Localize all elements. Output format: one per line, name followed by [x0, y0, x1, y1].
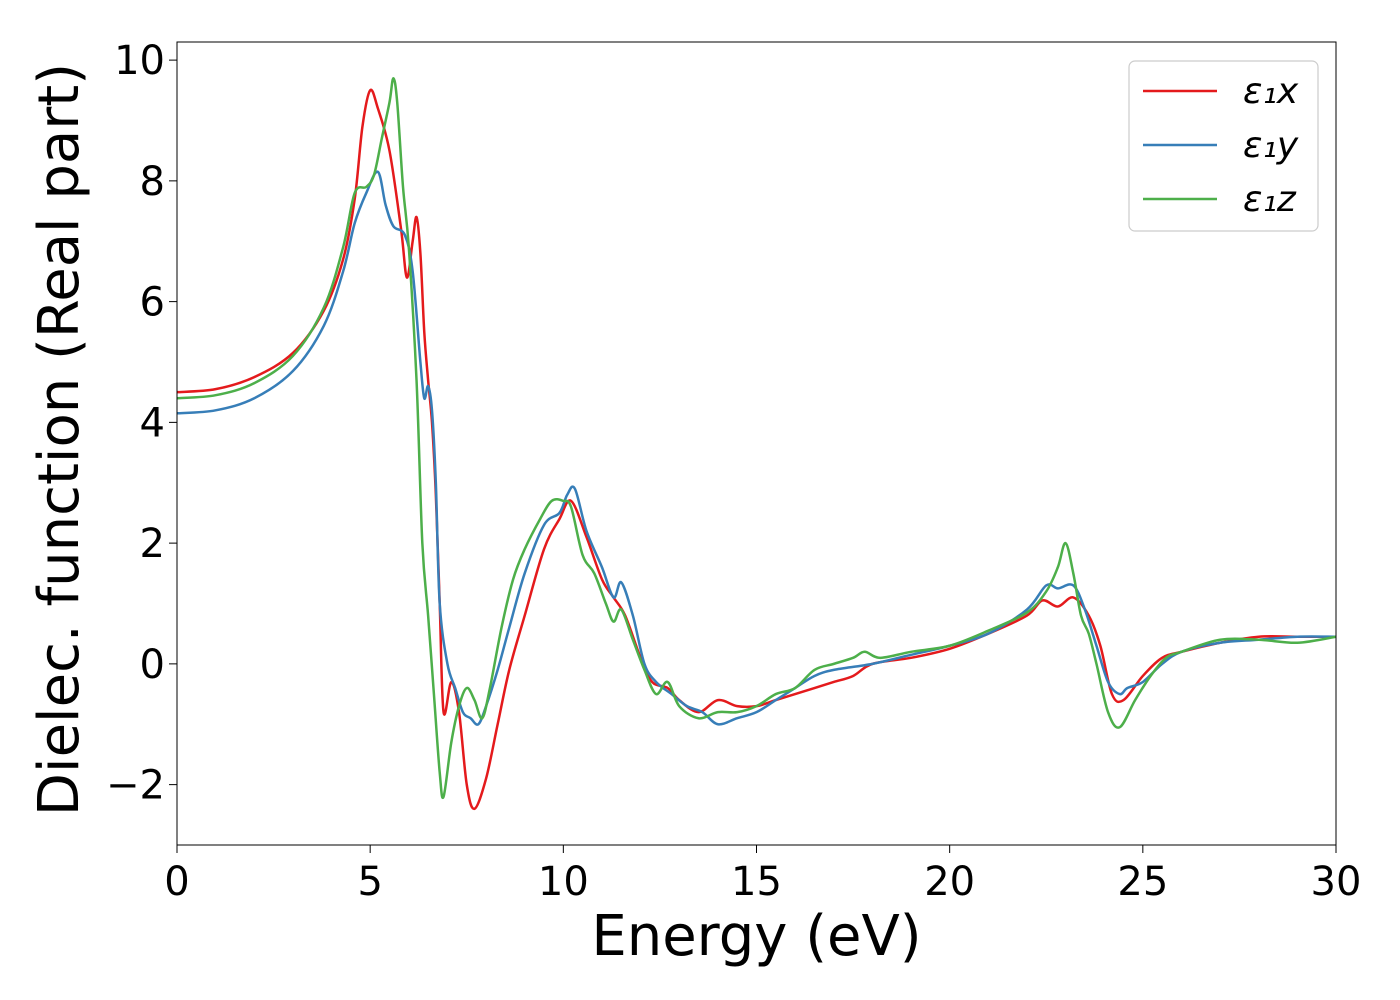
x-axis-ticks: 0 5 10 15 20 25 30 — [164, 845, 1361, 905]
series-line-1 — [177, 88, 1336, 811]
y-tick-label: 0 — [140, 642, 165, 688]
x-axis-title: Energy (eV) — [591, 904, 921, 969]
x-tick-label: 10 — [538, 859, 589, 905]
y-tick-label: 4 — [140, 400, 165, 446]
y-tick-label: 2 — [140, 521, 165, 567]
legend-label: ε₁z — [1243, 179, 1297, 220]
legend-label: ε₁y — [1243, 125, 1299, 166]
legend-label: ε₁x — [1243, 71, 1299, 112]
y-axis-title: Dielec. function (Real part) — [27, 63, 92, 816]
y-tick-label: 10 — [114, 38, 165, 84]
x-tick-label: 5 — [357, 859, 382, 905]
legend-box — [1128, 60, 1319, 232]
series-line-2 — [177, 170, 1336, 726]
x-tick-label: 0 — [164, 859, 189, 905]
legend: ε₁x ε₁y ε₁z — [1128, 60, 1319, 232]
y-tick-label: 6 — [140, 280, 165, 326]
y-tick-label: −2 — [106, 763, 165, 809]
x-tick-label: 20 — [924, 859, 975, 905]
series-layer — [177, 76, 1336, 811]
series-line-3 — [177, 76, 1336, 800]
y-tick-label: 8 — [140, 159, 165, 205]
x-tick-label: 15 — [731, 859, 782, 905]
y-axis-ticks: −2 0 2 4 6 8 10 — [106, 38, 177, 809]
x-tick-label: 30 — [1311, 859, 1362, 905]
x-tick-label: 25 — [1117, 859, 1168, 905]
